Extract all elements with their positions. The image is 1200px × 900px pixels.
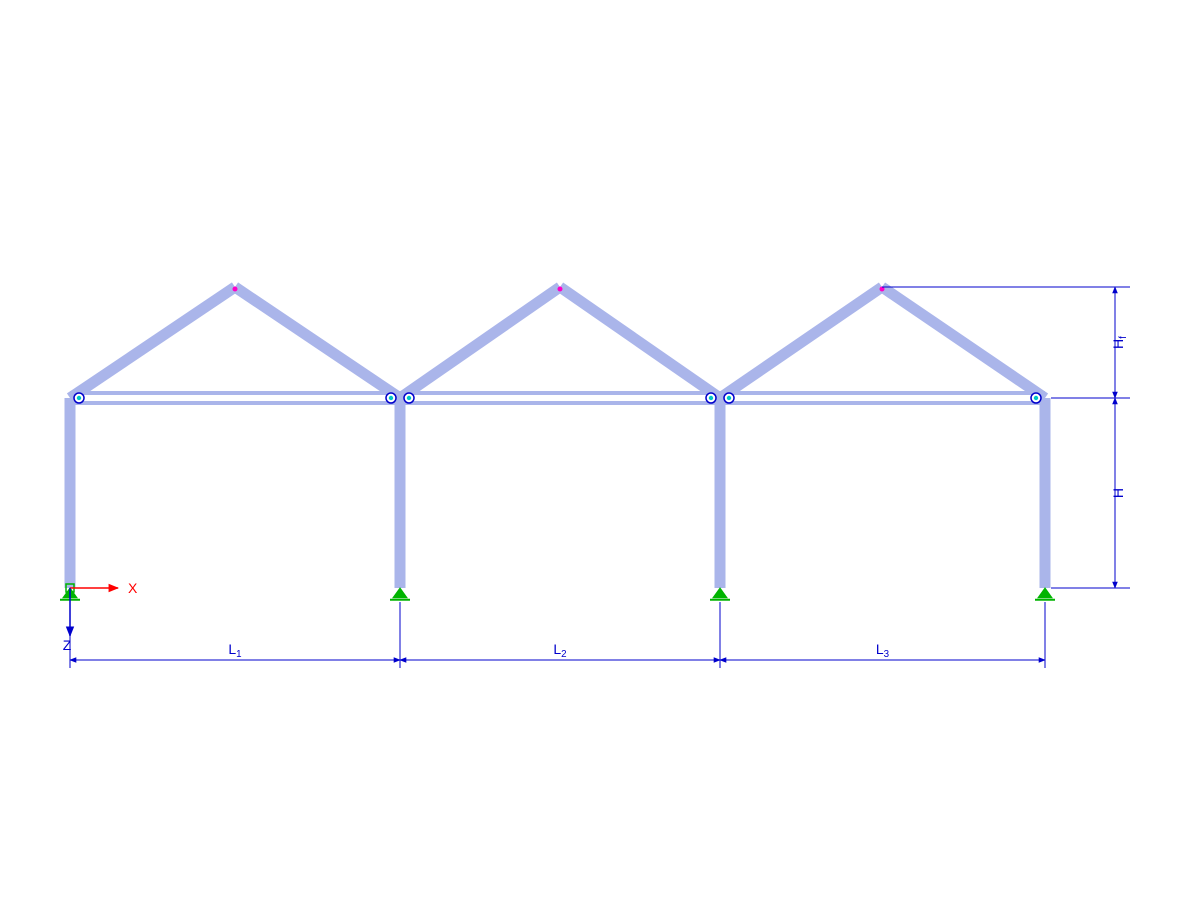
- x-axis-label: X: [128, 580, 138, 596]
- dim-label: Hf: [1110, 336, 1129, 349]
- ridge-markers: [233, 287, 885, 292]
- z-axis-label: Z: [63, 637, 72, 653]
- coordinate-axes: XZ: [63, 580, 138, 653]
- hinge-inner-icon: [77, 396, 81, 400]
- support-icon: [393, 588, 407, 598]
- hinge-inner-icon: [727, 396, 731, 400]
- support-icon: [713, 588, 727, 598]
- hinge-inner-icon: [709, 396, 713, 400]
- rafter: [70, 287, 235, 398]
- ridge-hinge-icon: [558, 287, 563, 292]
- rafter: [720, 287, 882, 398]
- dim-label: L2: [553, 641, 566, 660]
- support-icon: [1038, 588, 1052, 598]
- dim-label: H: [1110, 488, 1126, 498]
- hinge-inner-icon: [1034, 396, 1038, 400]
- structural-frame-diagram: L1L2L3HfH XZ: [0, 0, 1200, 900]
- hinge-inner-icon: [407, 396, 411, 400]
- frame-members: [70, 287, 1045, 588]
- dim-label: L3: [876, 641, 890, 660]
- rafter: [560, 287, 720, 398]
- rafter: [400, 287, 560, 398]
- ridge-hinge-icon: [233, 287, 238, 292]
- rafter: [235, 287, 400, 398]
- support-markers: [60, 588, 1055, 600]
- hinge-inner-icon: [389, 396, 393, 400]
- dim-label: L1: [228, 641, 241, 660]
- rafter: [882, 287, 1045, 398]
